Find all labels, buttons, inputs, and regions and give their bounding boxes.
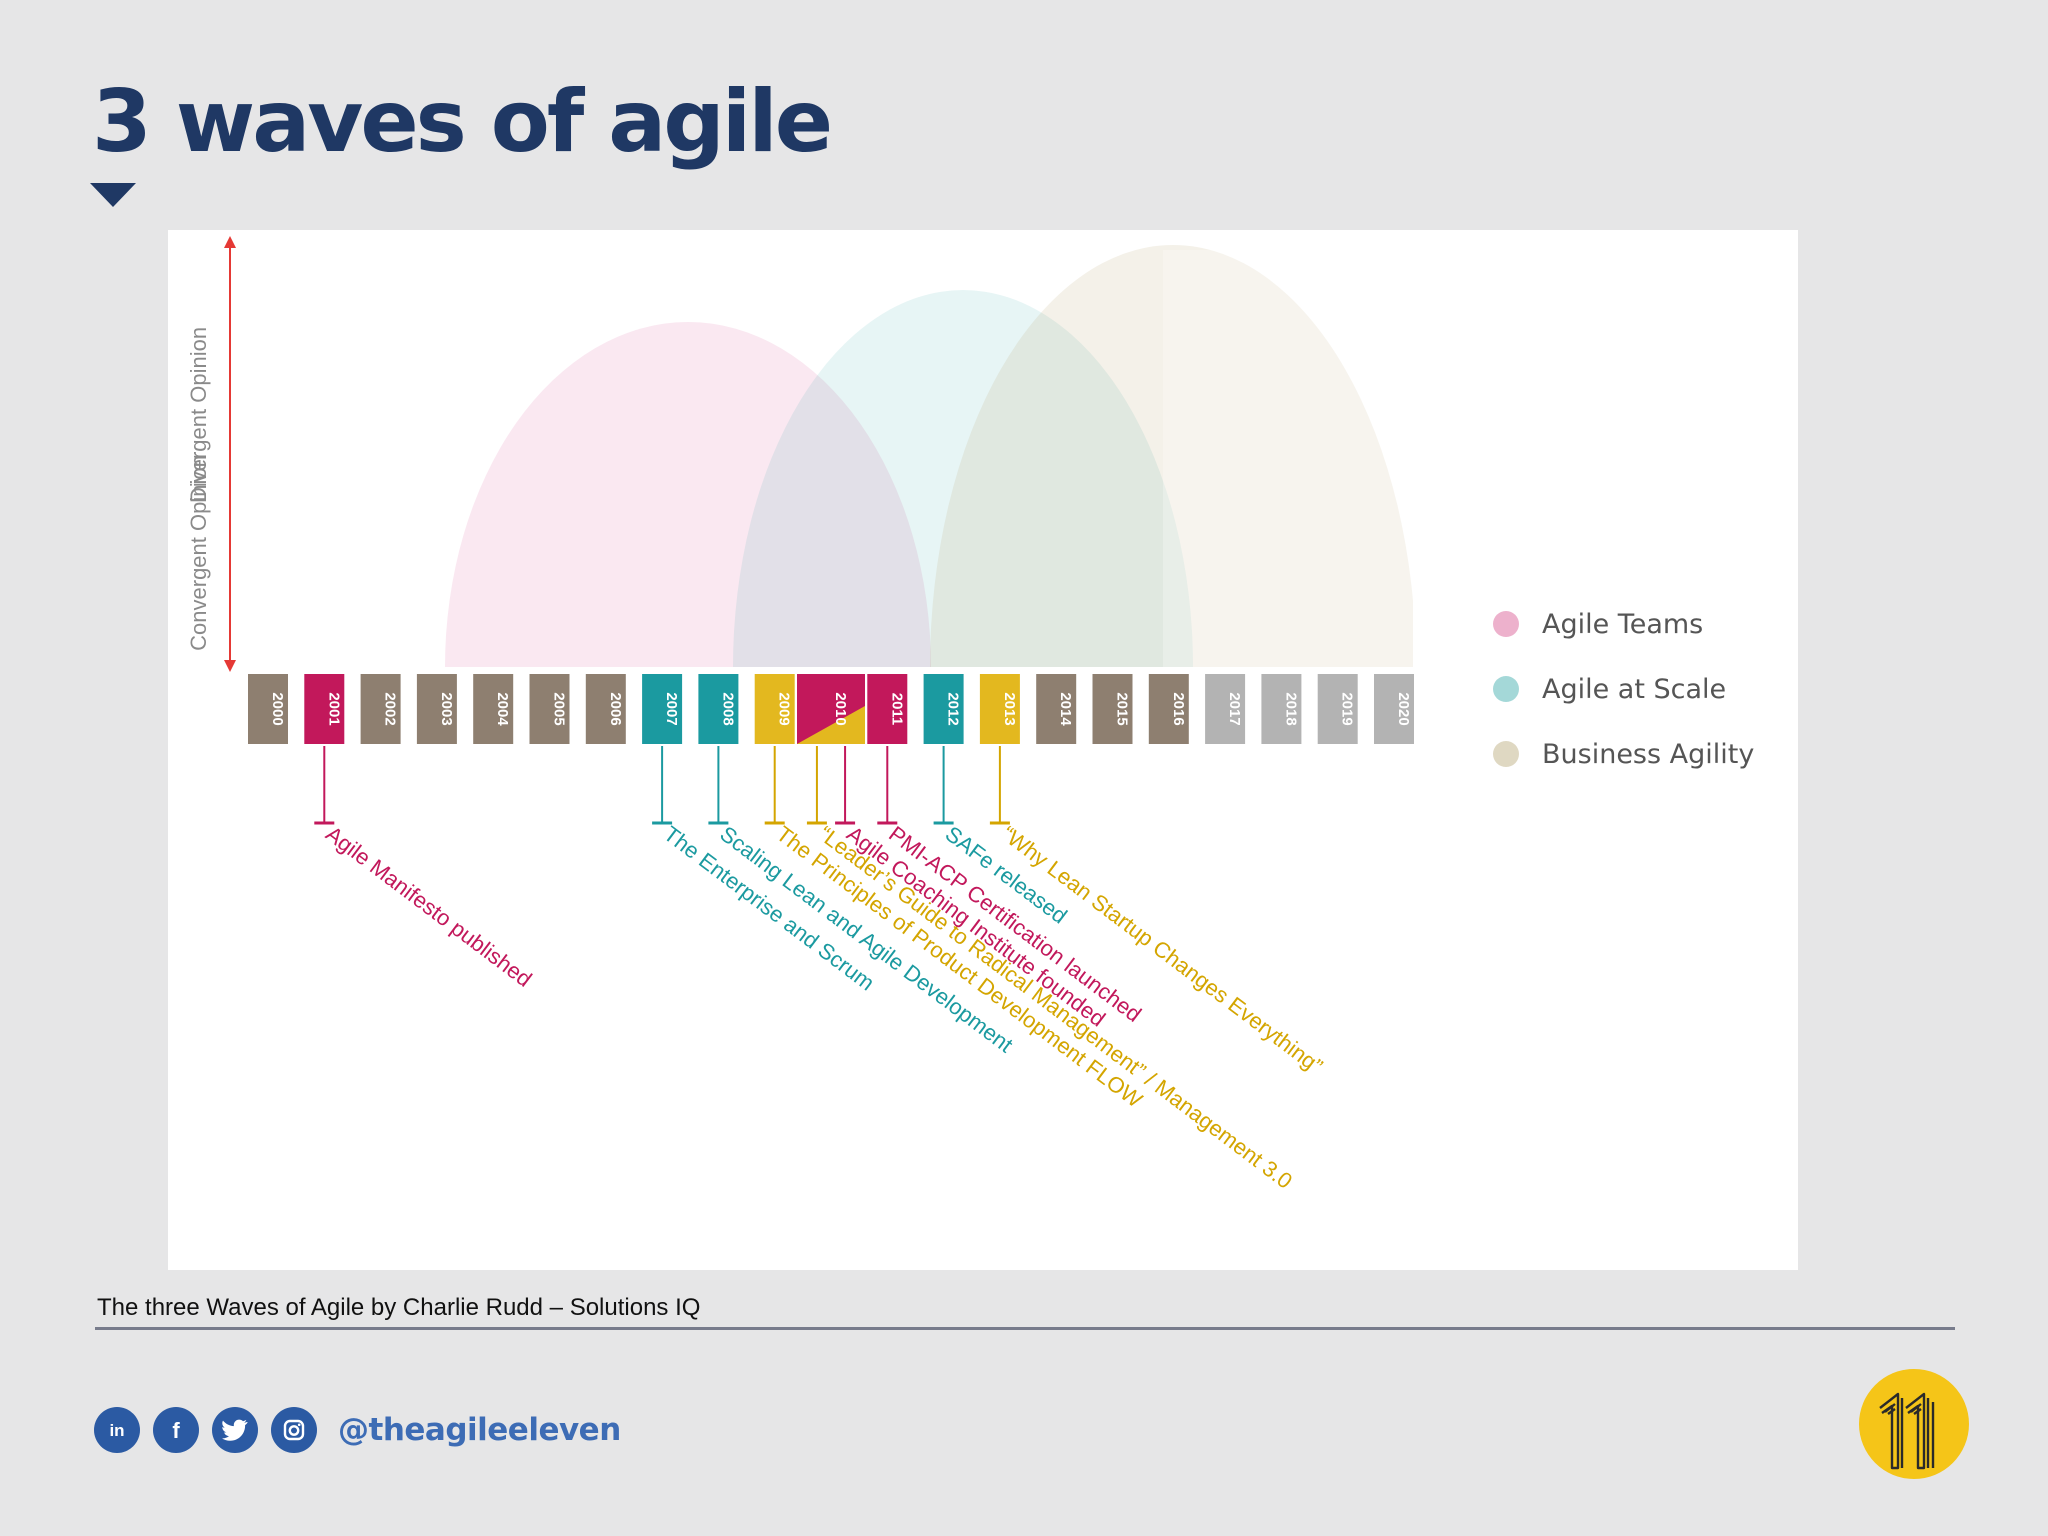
svg-text:f: f xyxy=(172,1418,180,1442)
year-2018: 2018 xyxy=(1261,674,1302,744)
social-handle[interactable]: @theagileeleven xyxy=(338,1412,621,1448)
svg-text:2002: 2002 xyxy=(382,692,399,725)
caption-divider xyxy=(95,1327,1955,1330)
instagram-icon[interactable] xyxy=(271,1407,317,1453)
event-callouts: Agile Manifesto published The Enterprise … xyxy=(314,746,1327,1194)
year-2012: 2012 xyxy=(923,674,964,744)
year-timeline: 2000 2001 2002 2003 2004 2005 2006 2007 2008 2009… xyxy=(248,674,1414,744)
year-2008: 2008 xyxy=(698,674,739,744)
svg-text:2020: 2020 xyxy=(1395,692,1412,725)
svg-text:2011: 2011 xyxy=(888,693,905,726)
title-marker-triangle xyxy=(90,183,136,207)
svg-text:2012: 2012 xyxy=(945,692,962,725)
svg-text:2019: 2019 xyxy=(1339,692,1356,725)
svg-text:2016: 2016 xyxy=(1170,692,1187,725)
year-2011: 2011 xyxy=(867,674,908,744)
year-2017: 2017 xyxy=(1205,674,1246,744)
svg-text:2010: 2010 xyxy=(832,692,849,725)
legend-item: Agile Teams xyxy=(1493,609,1703,640)
slide-title: 3 waves of agile xyxy=(92,72,833,172)
legend-item: Agile at Scale xyxy=(1493,674,1726,705)
wave-agile-teams xyxy=(445,322,931,667)
future-fade xyxy=(1163,250,1413,667)
year-2006: 2006 xyxy=(585,674,626,744)
year-2009: 2009 xyxy=(754,674,795,744)
year-2002: 2002 xyxy=(360,674,401,744)
svg-text:2005: 2005 xyxy=(551,692,568,725)
svg-text:2018: 2018 xyxy=(1282,692,1299,725)
waves-diagram: Divergent Opinion Convergent Opinion 200… xyxy=(186,236,1754,1194)
event-callout: Agile Manifesto published xyxy=(314,746,537,992)
year-2004: 2004 xyxy=(473,674,514,744)
year-2000: 2000 xyxy=(248,674,288,744)
legend-label: Agile Teams xyxy=(1542,609,1703,640)
year-2019: 2019 xyxy=(1317,674,1358,744)
legend-label: Agile at Scale xyxy=(1542,674,1726,705)
year-2001: 2001 xyxy=(304,674,345,744)
year-2013: 2013 xyxy=(979,674,1020,744)
legend-label: Business Agility xyxy=(1542,739,1754,770)
twitter-icon[interactable] xyxy=(212,1407,258,1453)
year-2020: 2020 xyxy=(1374,674,1414,744)
year-2014: 2014 xyxy=(1036,674,1077,744)
svg-text:2006: 2006 xyxy=(607,692,624,725)
divergent-opinion-label: Divergent Opinion xyxy=(186,327,211,503)
svg-text:2014: 2014 xyxy=(1057,692,1074,726)
legend-item: Business Agility xyxy=(1493,739,1754,770)
linkedin-icon[interactable]: in xyxy=(94,1407,140,1453)
svg-text:2007: 2007 xyxy=(663,692,680,725)
wave-agile-at-scale xyxy=(733,290,1193,667)
figure-caption: The three Waves of Agile by Charlie Rudd… xyxy=(97,1294,701,1321)
wave-business-agility xyxy=(930,245,1413,667)
year-2010: 2010 xyxy=(797,674,865,744)
svg-text:2013: 2013 xyxy=(1001,692,1018,725)
three-waves-figure: Divergent Opinion Convergent Opinion 200… xyxy=(168,230,1798,1270)
svg-text:2008: 2008 xyxy=(719,692,736,725)
year-2015: 2015 xyxy=(1092,674,1133,744)
svg-text:2000: 2000 xyxy=(269,692,286,725)
facebook-icon[interactable]: f xyxy=(153,1407,199,1453)
opinion-axis: Divergent Opinion Convergent Opinion xyxy=(186,236,236,672)
year-2007: 2007 xyxy=(642,674,683,744)
convergent-opinion-label: Convergent Opinion xyxy=(186,455,211,651)
year-2003: 2003 xyxy=(416,674,457,744)
social-links: in f @theagileeleven xyxy=(94,1406,621,1454)
agile-eleven-logo xyxy=(1859,1369,1969,1479)
year-2005: 2005 xyxy=(529,674,570,744)
event-label: Agile Manifesto published xyxy=(321,821,536,992)
waves-layer xyxy=(445,245,1413,667)
svg-text:in: in xyxy=(109,1421,124,1440)
legend: Agile Teams Agile at Scale Business Agilit… xyxy=(1493,609,1754,770)
svg-text:2004: 2004 xyxy=(494,692,511,726)
svg-text:2017: 2017 xyxy=(1226,692,1243,725)
svg-text:2015: 2015 xyxy=(1114,692,1131,725)
year-2016: 2016 xyxy=(1148,674,1189,744)
svg-text:2009: 2009 xyxy=(776,692,793,725)
svg-text:2003: 2003 xyxy=(438,692,455,725)
svg-text:2001: 2001 xyxy=(325,692,342,725)
